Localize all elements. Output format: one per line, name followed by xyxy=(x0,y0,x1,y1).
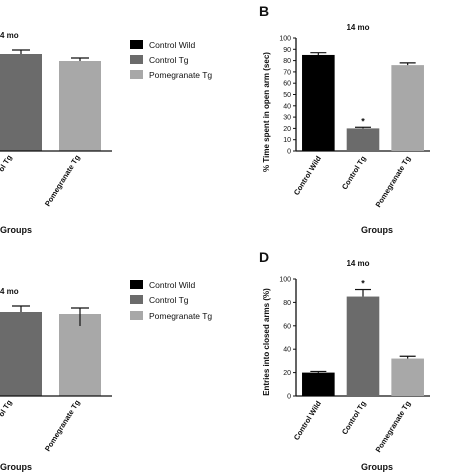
tick-label: Control Tg xyxy=(340,154,368,191)
significance-marker: * xyxy=(361,279,365,289)
y-tick-label: 50 xyxy=(283,92,291,99)
legend-label-control-wild: Control Wild xyxy=(149,40,196,50)
x-axis-label-d: Groups xyxy=(361,462,393,472)
y-tick-label: 60 xyxy=(283,323,291,330)
bar xyxy=(391,65,424,151)
y-tick-label: 90 xyxy=(283,47,291,54)
chart-title-d: 14 mo xyxy=(346,259,369,268)
y-tick-label: 0 xyxy=(287,149,291,156)
tick-label: ol Tg xyxy=(0,153,14,173)
panel-b: B 14 mo % Time spent in open arm (sec) G… xyxy=(259,3,430,235)
tick-label: Pomegranate Tg xyxy=(43,153,82,208)
y-tick-label: 70 xyxy=(283,69,291,76)
bar-top-left-pomegranate-tg xyxy=(59,61,101,151)
y-tick-label: 100 xyxy=(279,277,291,284)
tick-label: Pomegranate Tg xyxy=(43,398,82,453)
x-axis-label: Groups xyxy=(0,462,32,472)
y-tick-label: 100 xyxy=(279,36,291,43)
bar xyxy=(346,296,380,396)
y-tick-label: 10 xyxy=(283,137,291,144)
chart-title: 4 mo xyxy=(0,31,19,40)
legend-swatch-control-tg xyxy=(130,55,143,64)
x-axis-label: Groups xyxy=(0,225,32,235)
y-tick-label: 40 xyxy=(283,347,291,354)
y-tick-label: 20 xyxy=(283,126,291,133)
tick-label: Control Tg xyxy=(340,399,368,436)
chart-title: 4 mo xyxy=(0,287,19,296)
bar-bottom-left-control-tg xyxy=(0,312,42,396)
legend-swatch-control-wild xyxy=(130,40,143,49)
y-tick-label: 40 xyxy=(283,103,291,110)
y-tick-label: 80 xyxy=(283,300,291,307)
panel-top-left: 4 mo ol Tg Pomegranate Tg Groups xyxy=(0,31,112,235)
legend-label-pomegranate-tg: Pomegranate Tg xyxy=(149,311,212,321)
bar xyxy=(302,54,335,152)
bar-bottom-left-pomegranate-tg xyxy=(59,314,101,396)
y-tick-label: 60 xyxy=(283,81,291,88)
panel-bottom-left: 4 mo ol Tg Pomegranate Tg Groups xyxy=(0,287,112,472)
panel-letter-d: D xyxy=(259,249,269,265)
panel-letter-b: B xyxy=(259,3,269,19)
y-axis-label-d: Entries into closed arms (%) xyxy=(262,288,271,396)
legend-swatch-pomegranate-tg xyxy=(130,70,143,79)
y-tick-label: 0 xyxy=(287,394,291,401)
legend-label-control-tg: Control Tg xyxy=(149,55,189,65)
tick-label: Pomegranate Tg xyxy=(374,399,413,454)
legend-swatch-pomegranate-tg xyxy=(130,311,143,320)
y-tick-label: 20 xyxy=(283,370,291,377)
significance-marker: * xyxy=(361,116,365,126)
tick-label: Control Wild xyxy=(292,154,323,197)
bar-top-left-control-tg xyxy=(0,54,42,151)
legend-bottom: Control Wild Control Tg Pomegranate Tg xyxy=(130,280,212,321)
bar xyxy=(391,358,424,396)
y-axis-label-b: % Time spent in open arm (sec) xyxy=(262,52,271,172)
bar xyxy=(302,372,335,396)
tick-label: Control Wild xyxy=(292,399,323,442)
legend-top: Control Wild Control Tg Pomegranate Tg xyxy=(130,40,212,80)
legend-swatch-control-wild xyxy=(130,280,143,289)
legend-label-pomegranate-tg: Pomegranate Tg xyxy=(149,70,212,80)
tick-label: Pomegranate Tg xyxy=(374,154,413,209)
legend-swatch-control-tg xyxy=(130,295,143,304)
plot-area-b: 0 10 20 30 40 50 60 70 80 90 100 Control Wild * Contr… xyxy=(279,36,430,209)
tick-label: ol Tg xyxy=(0,398,14,418)
plot-area-d: 0 20 40 60 80 100 Control Wild * Control Tg Pomeg… xyxy=(279,277,430,454)
y-tick-label: 30 xyxy=(283,115,291,122)
legend-label-control-wild: Control Wild xyxy=(149,280,196,290)
y-tick-label: 80 xyxy=(283,58,291,65)
chart-title-b: 14 mo xyxy=(346,23,369,32)
legend-label-control-tg: Control Tg xyxy=(149,295,189,305)
bar xyxy=(346,128,380,151)
x-axis-label-b: Groups xyxy=(361,225,393,235)
panel-d: D 14 mo Entries into closed arms (%) Gro… xyxy=(259,249,430,472)
